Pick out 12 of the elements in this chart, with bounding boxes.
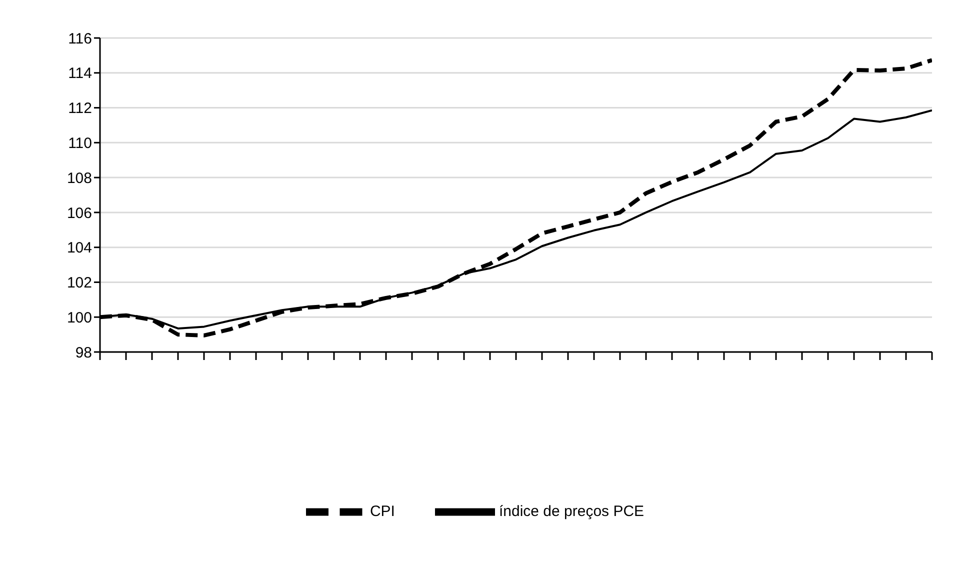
y-tick-label: 102 xyxy=(66,274,92,292)
legend-label: índice de preços PCE xyxy=(498,502,644,520)
legend-label: CPI xyxy=(370,502,395,520)
y-tick-label: 112 xyxy=(68,100,92,118)
y-tick-label: 104 xyxy=(66,240,92,257)
y-tick-label: 100 xyxy=(66,309,92,326)
y-tick-label: 116 xyxy=(68,30,92,48)
y-tick-label: 110 xyxy=(68,134,92,152)
y-tick-label: 114 xyxy=(68,65,92,82)
y-tick-label: 98 xyxy=(75,344,92,362)
y-tick-label: 108 xyxy=(66,170,92,187)
y-tick-label: 106 xyxy=(66,204,92,222)
